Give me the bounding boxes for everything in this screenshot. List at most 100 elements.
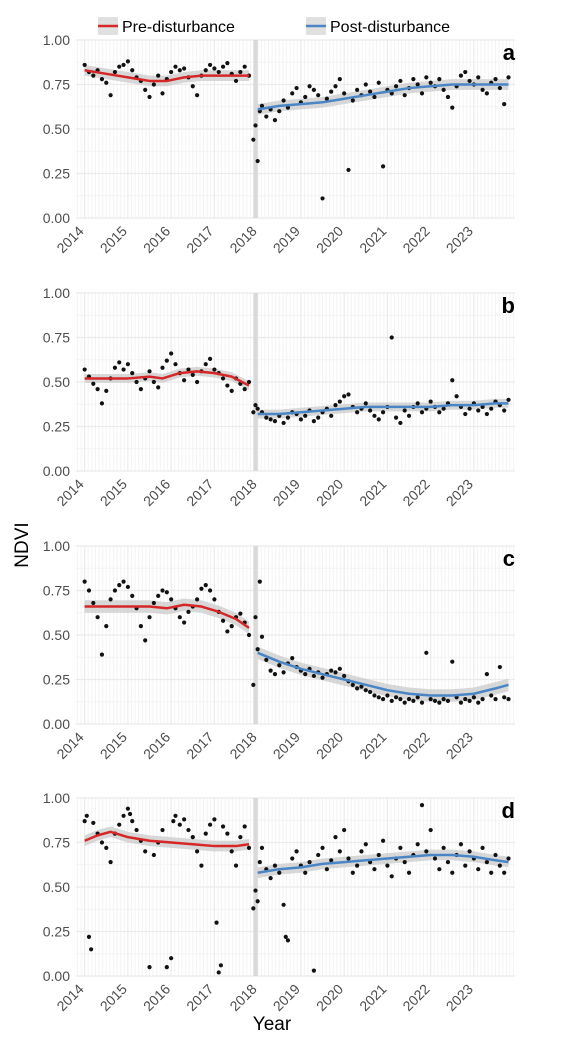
- data-point: [398, 845, 403, 850]
- data-point: [272, 419, 278, 424]
- data-point: [212, 66, 217, 71]
- data-point: [195, 379, 200, 385]
- legend-label-pre: Pre-disturbance: [122, 19, 235, 36]
- post-ribbon: [257, 849, 509, 879]
- data-point: [203, 583, 208, 588]
- panel-label-a: a: [503, 40, 516, 65]
- data-point: [506, 696, 511, 702]
- data-point: [506, 856, 511, 861]
- legend: Pre-disturbance Post-disturbance: [98, 17, 450, 36]
- data-point: [151, 852, 156, 858]
- data-point: [86, 588, 92, 593]
- data-point: [195, 597, 200, 602]
- data-point: [424, 849, 429, 854]
- data-point: [99, 840, 105, 845]
- data-point: [229, 388, 234, 393]
- data-point: [376, 417, 381, 422]
- data-point: [169, 956, 174, 961]
- data-point: [84, 813, 89, 818]
- data-point: [398, 696, 403, 702]
- data-point: [147, 94, 152, 100]
- data-point: [389, 874, 394, 879]
- data-point: [104, 845, 109, 850]
- data-point: [311, 419, 316, 424]
- data-point: [216, 69, 221, 75]
- pre-fit-line: [84, 370, 250, 387]
- data-point: [437, 700, 442, 705]
- data-point: [441, 696, 446, 702]
- data-point: [264, 114, 269, 119]
- data-point: [419, 410, 425, 415]
- data-point: [389, 698, 394, 703]
- data-point: [346, 392, 351, 397]
- disturbance-band: [253, 798, 258, 976]
- data-point: [329, 668, 334, 673]
- y-tick-label: 0.00: [43, 968, 70, 984]
- x-tick-label: 2015: [97, 729, 130, 762]
- data-point: [99, 652, 105, 657]
- data-point: [220, 376, 226, 381]
- data-point: [476, 408, 481, 413]
- y-tick-label: 1.00: [43, 285, 70, 301]
- x-tick-label: 2016: [140, 223, 173, 256]
- data-point: [320, 675, 325, 680]
- y-tick-label: 0.75: [43, 583, 70, 599]
- data-point: [458, 700, 464, 705]
- data-point: [169, 597, 174, 602]
- data-point: [372, 693, 377, 698]
- data-point: [225, 831, 230, 836]
- data-point: [190, 84, 195, 89]
- data-point: [186, 609, 191, 614]
- data-point: [195, 93, 200, 98]
- data-point: [125, 806, 131, 811]
- x-tick-label: 2018: [226, 223, 259, 256]
- data-point: [285, 105, 291, 110]
- data-point: [307, 859, 312, 865]
- data-point: [220, 618, 226, 623]
- data-point: [242, 387, 247, 392]
- data-point: [182, 378, 187, 383]
- data-point: [160, 365, 165, 370]
- data-point: [359, 849, 364, 854]
- data-point: [445, 94, 451, 100]
- data-point: [502, 408, 507, 413]
- data-point: [316, 415, 321, 420]
- panel-a: 0.00 0.25 0.50 0.75 1.00 2014 2015 2016 2017 2018…: [43, 32, 516, 256]
- x-tick-label: 2014: [53, 476, 86, 509]
- data-point: [480, 404, 485, 410]
- x-tick-label: 2021: [356, 981, 389, 1014]
- data-point: [363, 688, 368, 693]
- data-point: [484, 411, 489, 417]
- data-point: [450, 378, 455, 383]
- data-point: [186, 827, 191, 833]
- data-point: [108, 597, 113, 602]
- data-point: [125, 59, 131, 64]
- data-point: [91, 73, 96, 78]
- data-point: [112, 365, 118, 370]
- data-point: [376, 695, 381, 700]
- data-point: [242, 64, 247, 69]
- data-point: [82, 367, 87, 372]
- data-point: [424, 75, 429, 80]
- data-point: [268, 668, 273, 673]
- data-point: [411, 77, 416, 82]
- data-point: [406, 413, 412, 418]
- x-tick-label: 2014: [53, 981, 86, 1014]
- data-point: [151, 82, 156, 87]
- data-point: [225, 383, 230, 388]
- data-point: [177, 822, 182, 827]
- data-point: [489, 870, 494, 875]
- data-point: [333, 670, 338, 675]
- data-point: [372, 867, 377, 872]
- data-point: [259, 845, 265, 850]
- data-point: [476, 867, 481, 872]
- data-point: [138, 387, 143, 392]
- data-point: [251, 682, 256, 687]
- x-tick-label: 2018: [226, 981, 259, 1014]
- data-point: [450, 659, 455, 664]
- x-tick-label: 2016: [140, 729, 173, 762]
- data-point: [506, 397, 511, 402]
- data-point: [268, 417, 273, 422]
- data-point: [251, 137, 256, 142]
- data-point: [467, 698, 472, 703]
